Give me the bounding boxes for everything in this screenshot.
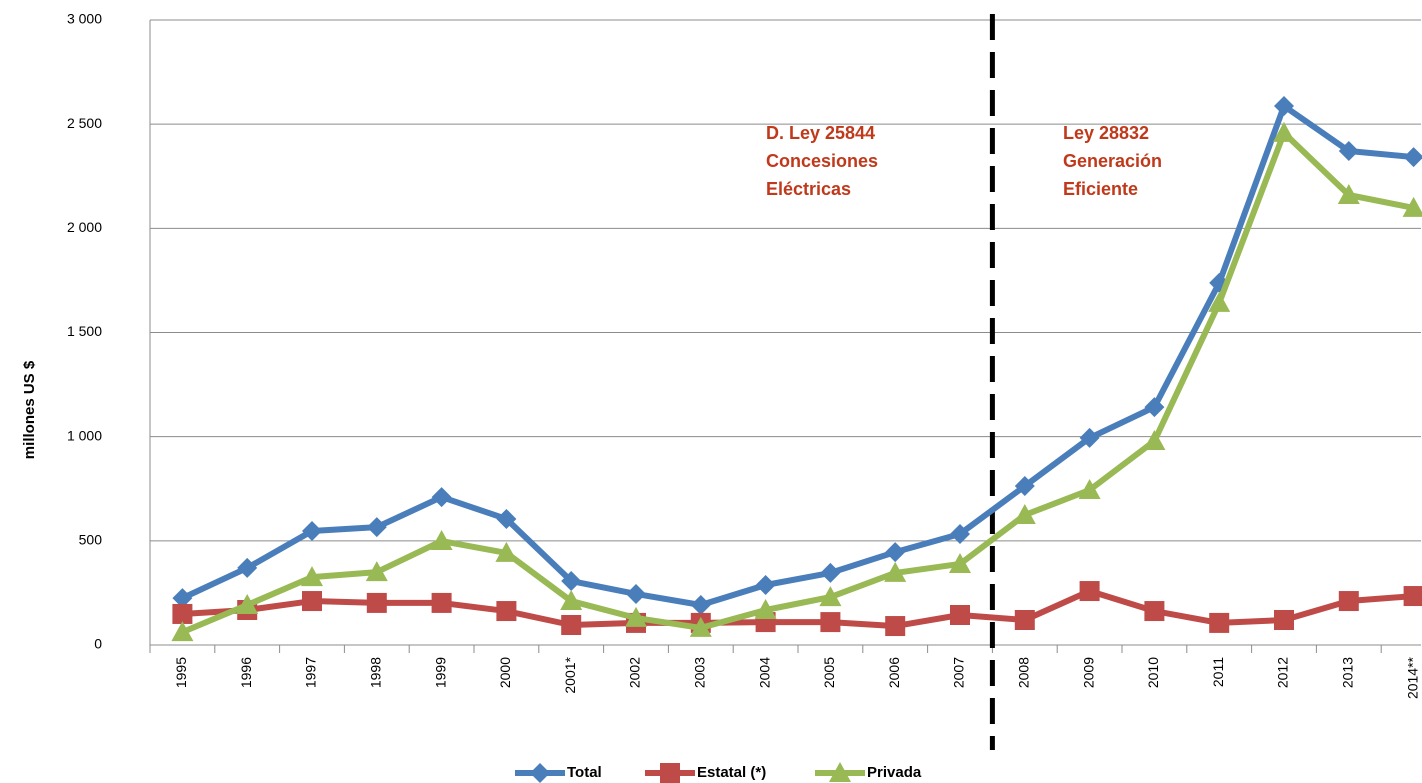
x-tick-label: 1997 [303, 657, 319, 688]
marker [496, 601, 517, 622]
x-tick-label: 2010 [1145, 657, 1161, 688]
marker [560, 590, 583, 611]
legend-marker [829, 762, 851, 782]
marker [625, 606, 647, 627]
marker [820, 562, 841, 583]
marker [1208, 291, 1231, 312]
series-line [181, 129, 1415, 635]
marker [1144, 601, 1165, 622]
marker [885, 616, 906, 637]
x-tick-label: 2005 [821, 657, 837, 688]
marker [690, 595, 711, 615]
annotation: Eficiente [1063, 179, 1138, 199]
marker [1079, 581, 1100, 602]
x-tick-label: 2004 [756, 657, 772, 688]
marker [431, 487, 452, 508]
marker [495, 541, 518, 562]
y-axis-label: millones US $ [21, 360, 38, 459]
marker [1014, 476, 1035, 497]
marker [689, 616, 712, 637]
marker [236, 594, 259, 614]
marker [1014, 610, 1035, 630]
marker [949, 552, 971, 573]
annotation: Generación [1063, 151, 1162, 171]
marker [1143, 430, 1166, 451]
legend-label: Estatal (*) [697, 764, 766, 781]
marker [885, 542, 906, 563]
x-tick-label: 2007 [951, 657, 967, 688]
marker [172, 603, 193, 624]
marker [1337, 184, 1360, 204]
marker [302, 521, 322, 542]
marker [366, 592, 387, 613]
marker [561, 615, 582, 635]
marker [1274, 96, 1294, 117]
y-tick-label: 0 [94, 636, 102, 652]
x-tick-label: 1996 [238, 657, 254, 688]
marker [366, 517, 387, 538]
legend-label: Privada [867, 764, 922, 781]
marker [884, 561, 907, 582]
x-tick-label: 1999 [432, 657, 448, 688]
marker [1403, 586, 1422, 607]
marker [1338, 591, 1359, 612]
annotation: D. Ley 25844 [766, 123, 875, 143]
legend-marker [660, 763, 680, 783]
marker [1273, 121, 1295, 142]
marker [950, 605, 970, 625]
annotation: Eléctricas [766, 179, 851, 199]
series-line [181, 103, 1414, 608]
y-tick-label: 2 500 [67, 115, 102, 131]
marker [301, 566, 323, 587]
x-tick-label: 2008 [1016, 657, 1032, 688]
x-tick-label: 2011 [1210, 657, 1226, 687]
marker [1338, 141, 1359, 162]
x-tick-label: 1995 [173, 657, 189, 688]
x-tick-label: 2001* [562, 656, 578, 693]
marker [1274, 610, 1294, 630]
legend-marker [530, 763, 550, 783]
x-tick-label: 2012 [1275, 657, 1291, 688]
annotation: Concesiones [766, 151, 878, 171]
marker [819, 586, 842, 607]
x-tick-label: 1998 [368, 657, 384, 688]
marker [1079, 427, 1100, 448]
marker [496, 508, 517, 529]
x-tick-label: 2014** [1404, 656, 1420, 699]
marker [1078, 479, 1101, 499]
legend-label: Total [567, 764, 602, 781]
marker [430, 530, 453, 551]
marker [171, 621, 194, 642]
y-tick-label: 500 [79, 532, 103, 548]
x-tick-label: 2000 [497, 657, 513, 688]
marker [237, 557, 258, 578]
marker [1403, 147, 1422, 168]
marker [1209, 612, 1230, 633]
marker [1144, 397, 1165, 418]
x-tick-label: 2002 [627, 657, 643, 688]
marker [1402, 196, 1422, 217]
marker [755, 575, 776, 595]
marker [431, 592, 452, 613]
marker [1013, 504, 1036, 524]
x-tick-label: 2003 [692, 657, 708, 688]
marker [365, 561, 388, 582]
series-line [182, 588, 1414, 630]
y-tick-label: 1 500 [67, 323, 102, 339]
y-tick-label: 2 000 [67, 219, 102, 235]
annotation: Ley 28832 [1063, 123, 1149, 143]
marker [172, 588, 193, 609]
marker [754, 599, 777, 619]
y-tick-label: 1 000 [67, 427, 102, 443]
x-tick-label: 2006 [886, 657, 902, 688]
marker [626, 583, 646, 604]
marker [950, 523, 970, 544]
y-tick-label: 3 000 [67, 11, 102, 27]
x-tick-label: 2009 [1080, 657, 1096, 688]
marker [561, 571, 582, 592]
marker [302, 591, 322, 612]
x-tick-label: 2013 [1340, 657, 1356, 688]
marker [820, 612, 841, 633]
